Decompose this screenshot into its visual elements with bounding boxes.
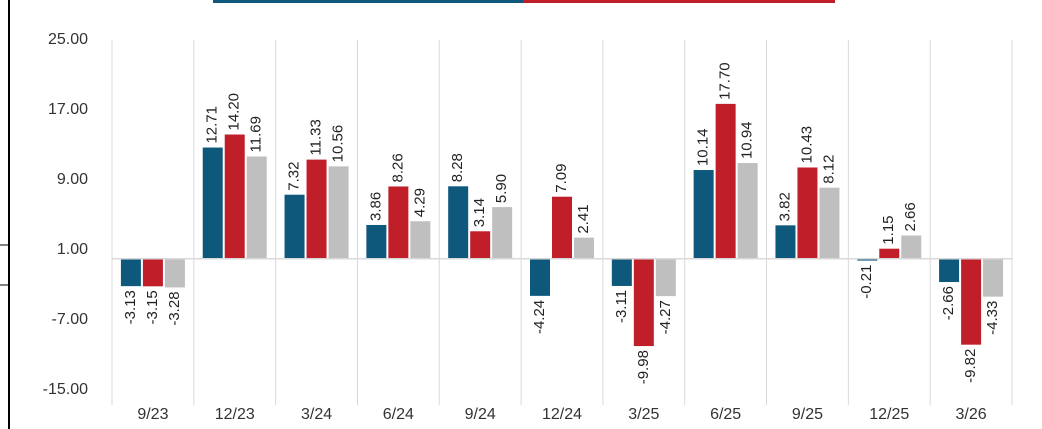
y-tick-label: -15.00 — [43, 381, 88, 398]
value-label: -4.24 — [531, 300, 548, 334]
value-label: 8.12 — [820, 154, 837, 183]
bar — [775, 225, 796, 259]
bar — [983, 258, 1004, 297]
bar — [655, 258, 676, 297]
x-tick-label: 6/24 — [383, 406, 414, 423]
bar — [879, 248, 900, 259]
y-tick-label: -7.00 — [52, 311, 89, 328]
value-label: -3.11 — [613, 290, 630, 323]
value-label: 11.69 — [248, 116, 265, 152]
bar — [470, 231, 491, 259]
value-label: 1.15 — [880, 215, 897, 244]
bar — [552, 196, 572, 259]
value-label: 3.86 — [367, 192, 384, 221]
value-label: 3.14 — [471, 198, 488, 227]
bar — [530, 258, 550, 296]
bar — [574, 237, 594, 259]
bar — [224, 134, 245, 259]
y-tick-label: 25.00 — [48, 31, 88, 48]
value-label: -2.66 — [940, 286, 957, 320]
value-label: -3.15 — [144, 290, 161, 324]
value-label: 2.66 — [902, 202, 919, 231]
value-label: -4.27 — [657, 300, 674, 334]
value-label: -3.13 — [122, 290, 139, 324]
value-label: 10.43 — [798, 126, 815, 164]
x-tick-label: 6/25 — [710, 406, 741, 423]
value-label: 10.94 — [739, 121, 756, 159]
bar — [693, 170, 714, 259]
bar — [819, 187, 840, 259]
value-label: -4.33 — [984, 301, 1001, 335]
value-label: 5.90 — [493, 174, 510, 203]
x-tick-label: 9/23 — [137, 406, 168, 423]
x-tick-label: 9/24 — [465, 406, 496, 423]
x-tick-label: 3/24 — [301, 406, 332, 423]
value-label: 3.82 — [776, 192, 793, 221]
y-tick-label: 1.00 — [57, 241, 88, 258]
value-label: 4.29 — [411, 188, 428, 217]
value-label: 11.33 — [308, 119, 325, 155]
value-label: -9.82 — [962, 349, 979, 383]
bar — [388, 186, 409, 259]
bar — [737, 163, 758, 259]
bar — [246, 156, 267, 259]
value-label: 8.28 — [449, 153, 466, 182]
x-tick-label: 3/25 — [628, 406, 659, 423]
legend-fragment — [523, 0, 835, 3]
legend-fragment — [213, 0, 523, 3]
bar — [120, 258, 141, 287]
bar — [202, 147, 223, 259]
x-tick-label: 9/25 — [792, 406, 823, 423]
bar — [284, 194, 305, 259]
y-tick-label: 9.00 — [57, 171, 88, 188]
bar — [366, 224, 387, 259]
x-tick-label: 12/24 — [542, 406, 582, 423]
value-label: 10.14 — [695, 128, 712, 166]
value-label: -0.21 — [858, 265, 875, 299]
x-tick-label: 3/26 — [956, 406, 987, 423]
value-label: 7.09 — [553, 164, 570, 193]
bar — [633, 258, 654, 347]
bar — [901, 235, 922, 259]
value-label: -9.98 — [635, 350, 652, 384]
x-tick-label: 12/25 — [869, 406, 909, 423]
x-tick-label: 12/23 — [215, 406, 255, 423]
bar — [492, 207, 513, 259]
value-label: 8.26 — [389, 153, 406, 182]
value-label: 14.20 — [226, 93, 243, 131]
bar — [328, 166, 349, 259]
bar — [939, 258, 960, 283]
value-label: -3.28 — [166, 291, 183, 325]
bar — [306, 159, 327, 259]
value-label: 2.41 — [575, 204, 592, 233]
bar — [857, 258, 878, 261]
bar — [611, 258, 632, 286]
bar — [164, 258, 185, 288]
y-tick-label: 17.00 — [48, 101, 88, 118]
value-label: 17.70 — [717, 62, 734, 100]
bar — [715, 103, 736, 259]
bar — [142, 258, 163, 287]
value-label: 10.56 — [330, 125, 347, 163]
bar — [961, 258, 982, 345]
bar — [410, 221, 431, 259]
bar — [797, 167, 818, 259]
value-label: 7.32 — [286, 161, 303, 190]
value-label: 12.71 — [204, 106, 221, 144]
bar — [448, 186, 469, 259]
